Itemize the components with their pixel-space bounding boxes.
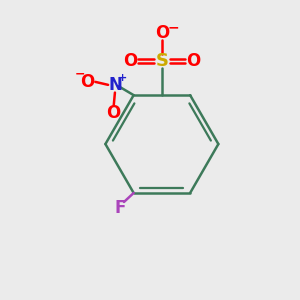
Text: +: + [118, 73, 127, 83]
Text: O: O [155, 24, 169, 42]
Text: N: N [109, 76, 123, 94]
Text: −: − [167, 20, 179, 34]
Text: O: O [186, 52, 200, 70]
Text: O: O [124, 52, 138, 70]
Text: F: F [115, 200, 126, 217]
Text: S: S [155, 52, 168, 70]
Text: O: O [106, 104, 120, 122]
Text: −: − [75, 68, 86, 81]
Text: O: O [80, 73, 95, 91]
